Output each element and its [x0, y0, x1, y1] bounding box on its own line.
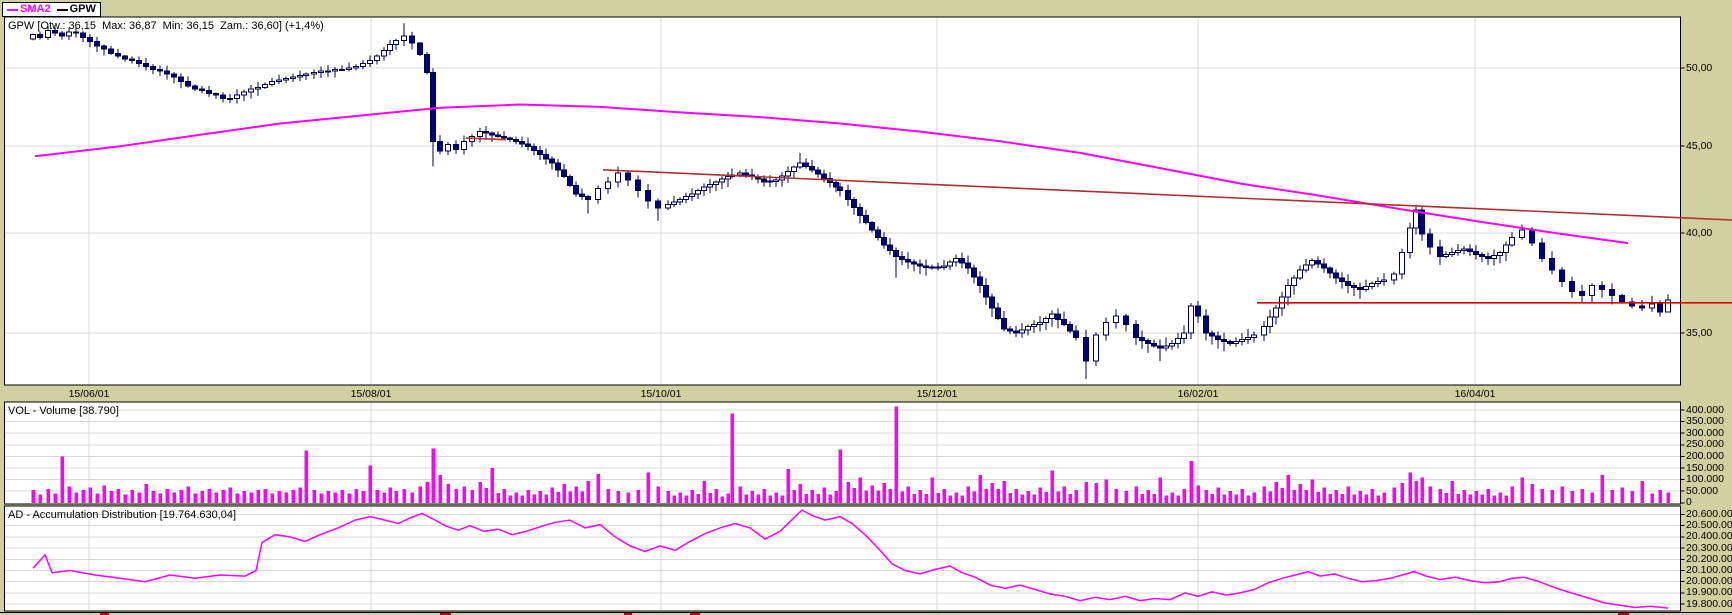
- ad-axis-label: 20.500.000: [1686, 519, 1732, 532]
- date-tick-label: 15/06/01: [68, 388, 110, 400]
- date-tick-label: 16/02/01: [1177, 388, 1219, 400]
- ad-axis-label: 19.800.000: [1686, 597, 1732, 610]
- volume-axis-label: 150.000: [1686, 461, 1724, 474]
- volume-axis-label: 250.000: [1686, 438, 1724, 451]
- legend-gpw-label: GPW: [69, 3, 96, 15]
- date-tick-label: 15/08/01: [350, 388, 392, 400]
- legend-item-gpw: GPW: [56, 3, 96, 15]
- price-axis-label: 40,00: [1686, 226, 1713, 239]
- ad-plot-area[interactable]: [5, 506, 1680, 611]
- sma2-line-swatch: [7, 8, 18, 11]
- ad-axis-label: 20.400.000: [1686, 530, 1732, 543]
- price-plot-area[interactable]: [5, 17, 1680, 385]
- volume-axis-label: 350.000: [1686, 415, 1724, 428]
- ad-axis-label: 19.900.000: [1686, 586, 1732, 599]
- legend-item-sma2: SMA2: [7, 4, 51, 15]
- price-axis-label: 50,00: [1686, 61, 1713, 74]
- volume-axis-label: 200.000: [1686, 449, 1724, 462]
- volume-axis-label: 400.000: [1686, 403, 1724, 416]
- ad-axis-label: 20.600.000: [1686, 508, 1732, 520]
- ad-axis-label: 20.200.000: [1686, 552, 1732, 565]
- volume-axis-label: 100.000: [1686, 473, 1724, 486]
- volume-axis-label: 300.000: [1686, 426, 1724, 439]
- ad-axis-label: 20.300.000: [1686, 541, 1732, 554]
- price-panel-title: GPW [Otw.: 36,15 Max: 36,87 Min: 36,15 Z…: [8, 20, 324, 32]
- volume-axis-label: 0: [1686, 496, 1692, 509]
- volume-panel-title: VOL - Volume [38.790]: [8, 405, 119, 417]
- ad-panel-title: AD - Accumulation Distribution [19.764.6…: [8, 509, 237, 521]
- date-tick-label: 15/12/01: [916, 388, 958, 400]
- gpw-line-swatch: [56, 8, 68, 11]
- price-axis-label: 45,00: [1686, 139, 1713, 152]
- date-tick-label: 15/10/01: [640, 388, 682, 400]
- series-legend[interactable]: SMA2 GPW: [2, 2, 101, 17]
- date-tick-label: 16/04/01: [1454, 388, 1496, 400]
- legend-sma2-label: SMA2: [20, 3, 51, 15]
- volume-plot-area[interactable]: [5, 402, 1680, 504]
- ad-axis-label: 20.100.000: [1686, 564, 1732, 576]
- price-axis-label: 35,00: [1686, 326, 1713, 339]
- volume-axis-label: 50.000: [1686, 484, 1719, 497]
- ad-axis-label: 20.000.000: [1686, 575, 1732, 588]
